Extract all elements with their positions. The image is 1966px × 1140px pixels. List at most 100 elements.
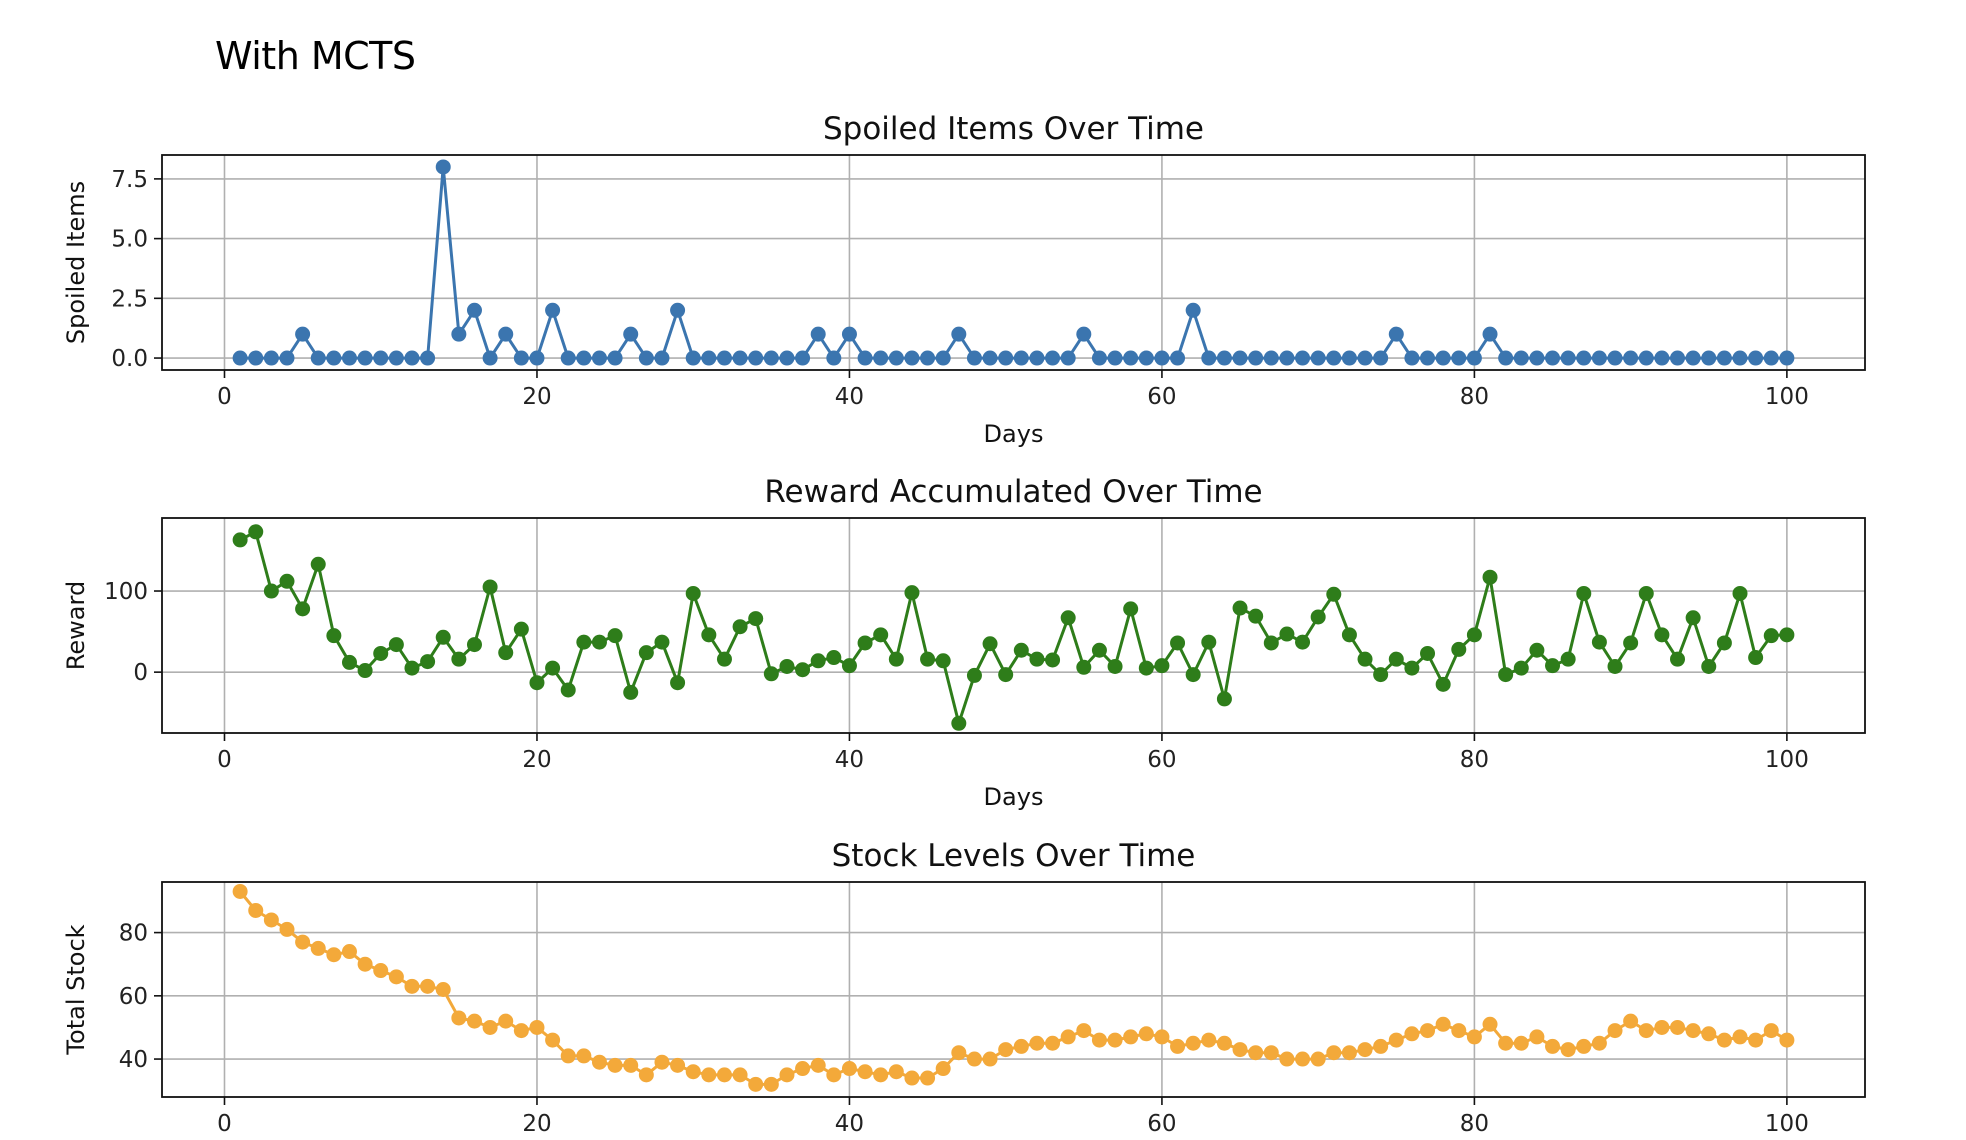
data-point: [1138, 350, 1154, 366]
data-point: [1060, 610, 1076, 626]
chart-2: 0 20 40 60 80 100 0 100 Reward Accumulated Over …: [62, 474, 1866, 811]
data-point: [1216, 1035, 1232, 1051]
data-point: [1216, 691, 1232, 707]
data-point: [576, 634, 592, 650]
x-tick-label: 0: [217, 384, 232, 410]
data-point: [1029, 350, 1045, 366]
data-point: [1685, 350, 1701, 366]
data-point: [513, 621, 529, 637]
x-tick-label: 20: [522, 384, 551, 410]
data-point: [576, 350, 592, 366]
data-point: [1295, 634, 1311, 650]
data-point: [1779, 1032, 1795, 1048]
data-point: [701, 1067, 717, 1083]
x-tick-label: 60: [1147, 1111, 1176, 1137]
data-point: [295, 326, 311, 342]
data-point: [888, 1064, 904, 1080]
data-point: [857, 350, 873, 366]
data-point: [1466, 627, 1482, 643]
data-point: [1466, 1029, 1482, 1045]
data-point: [1185, 667, 1201, 683]
data-point: [1076, 326, 1092, 342]
data-point: [607, 1057, 623, 1073]
x-tick-label: 0: [217, 1111, 232, 1137]
data-point: [1154, 1029, 1170, 1045]
data-point: [1748, 350, 1764, 366]
data-point: [670, 302, 686, 318]
data-point: [1420, 645, 1436, 661]
data-point: [466, 1013, 482, 1029]
data-point: [623, 684, 639, 700]
x-tick-label: 100: [1765, 1111, 1809, 1137]
data-point: [1529, 642, 1545, 658]
data-point: [1373, 667, 1389, 683]
data-point: [795, 662, 811, 678]
page-title: With MCTS: [215, 34, 416, 78]
data-point: [904, 350, 920, 366]
data-point: [748, 611, 764, 627]
x-axis-label: Days: [984, 420, 1044, 448]
data-point: [1482, 326, 1498, 342]
x-tick-label: 60: [1147, 747, 1176, 773]
x-tick-label: 80: [1460, 384, 1489, 410]
data-point: [1701, 350, 1717, 366]
data-point: [1310, 350, 1326, 366]
data-point: [1357, 350, 1373, 366]
data-point: [1607, 658, 1623, 674]
data-point: [1388, 326, 1404, 342]
plot-frame: [161, 154, 1866, 371]
data-point: [623, 1057, 639, 1073]
data-point: [545, 660, 561, 676]
x-tick-label: 80: [1460, 747, 1489, 773]
data-point: [1763, 350, 1779, 366]
data-point: [1013, 350, 1029, 366]
data-point: [920, 651, 936, 667]
data-point: [232, 883, 248, 899]
data-point: [1170, 1038, 1186, 1054]
chart-title: Stock Levels Over Time: [832, 838, 1196, 874]
data-point: [279, 921, 295, 937]
data-point: [654, 350, 670, 366]
data-point: [763, 350, 779, 366]
data-point: [701, 627, 717, 643]
data-point: [1513, 660, 1529, 676]
data-point: [263, 583, 279, 599]
data-point: [1357, 651, 1373, 667]
data-point: [1591, 634, 1607, 650]
data-point: [873, 350, 889, 366]
data-point: [1107, 350, 1123, 366]
data-point: [1654, 350, 1670, 366]
data-point: [841, 658, 857, 674]
data-point: [1670, 651, 1686, 667]
data-point: [263, 912, 279, 928]
data-point: [795, 350, 811, 366]
data-point: [1576, 350, 1592, 366]
data-point: [591, 1054, 607, 1070]
data-point: [1420, 1023, 1436, 1039]
chart-1: 0 20 40 60 80 100 0.0 2.5 5.0 7.5 Spoiled Items Ov…: [62, 111, 1866, 448]
data-point: [1060, 350, 1076, 366]
data-point: [388, 969, 404, 985]
data-point: [1638, 1023, 1654, 1039]
data-point: [1326, 350, 1342, 366]
data-point: [560, 1048, 576, 1064]
data-point: [982, 1051, 998, 1067]
data-point: [404, 978, 420, 994]
data-point: [498, 326, 514, 342]
y-tick-label: 100: [104, 579, 148, 605]
data-point: [326, 350, 342, 366]
data-point: [1341, 350, 1357, 366]
data-point: [779, 350, 795, 366]
data-point: [935, 1061, 951, 1077]
data-point: [1451, 350, 1467, 366]
y-tick-label: 7.5: [111, 167, 148, 193]
data-point: [388, 350, 404, 366]
data-point: [888, 350, 904, 366]
data-point: [1591, 1035, 1607, 1051]
data-point: [795, 1061, 811, 1077]
data-point: [326, 947, 342, 963]
data-point: [732, 1067, 748, 1083]
data-point: [1045, 350, 1061, 366]
data-point: [966, 350, 982, 366]
data-point: [670, 675, 686, 691]
